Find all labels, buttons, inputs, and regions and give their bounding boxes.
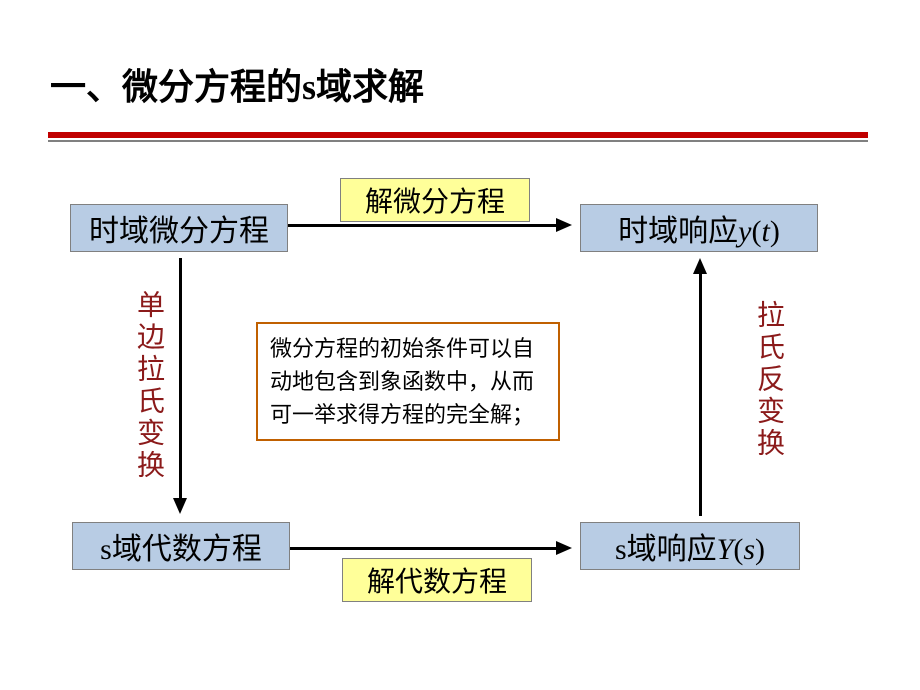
br-s: s — [743, 533, 755, 566]
center-note: 微分方程的初始条件可以自 动地包含到象函数中，从而 可一举求得方程的完全解； — [256, 322, 560, 441]
arrow-right-line — [699, 272, 702, 516]
arrow-right-head — [693, 258, 707, 274]
vlabel-left: 单边拉氏变换 — [128, 290, 168, 482]
box-s-domain-eq: s域代数方程 — [72, 522, 290, 570]
arrow-bottom-line — [290, 547, 556, 550]
label-bottom-text: 解代数方程 — [367, 560, 507, 600]
arrow-top-line — [288, 224, 556, 227]
box-time-domain-response: 时域响应y(t) — [580, 204, 818, 252]
note-line3: 可一举求得方程的完全解； — [270, 398, 546, 431]
box-time-domain-eq: 时域微分方程 — [70, 204, 288, 252]
label-top-text: 解微分方程 — [365, 180, 505, 220]
tr-y: y — [738, 215, 751, 248]
label-bottom: 解代数方程 — [342, 558, 532, 602]
box-bl-text: s域代数方程 — [100, 524, 262, 568]
vlabel-right: 拉氏反变换 — [748, 300, 788, 460]
note-line1: 微分方程的初始条件可以自 — [270, 332, 546, 365]
title-rule-red — [48, 132, 868, 138]
arrow-left-head — [173, 498, 187, 514]
arrow-left-line — [179, 258, 182, 500]
box-tl-text: 时域微分方程 — [89, 206, 269, 250]
arrow-top-head — [556, 218, 572, 232]
tr-pre: 时域响应 — [618, 215, 738, 248]
box-tr-text: 时域响应y(t) — [618, 206, 780, 250]
title-rule-gray — [48, 140, 868, 142]
br-Y: Y — [717, 533, 734, 566]
tr-t: t — [761, 215, 769, 248]
label-top: 解微分方程 — [340, 178, 530, 222]
br-pre: s域响应 — [615, 533, 717, 566]
page-title: 一、微分方程的s域求解 — [50, 58, 424, 110]
box-br-text: s域响应Y(s) — [615, 524, 765, 568]
note-line2: 动地包含到象函数中，从而 — [270, 365, 546, 398]
arrow-bottom-head — [556, 541, 572, 555]
box-s-domain-response: s域响应Y(s) — [580, 522, 800, 570]
